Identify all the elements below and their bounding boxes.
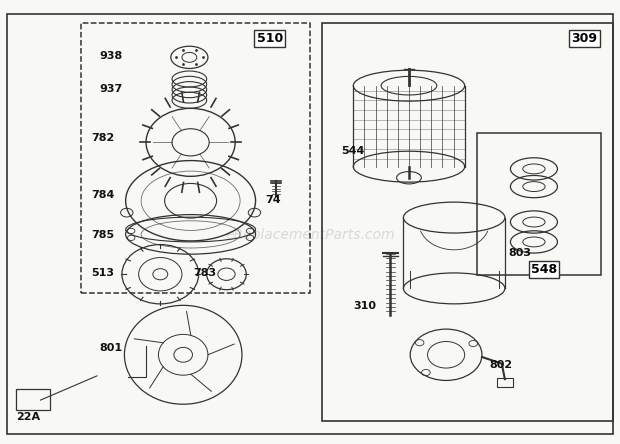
Bar [81, 23, 310, 293]
Text: 938: 938 [99, 51, 122, 61]
Text: 803: 803 [509, 248, 532, 258]
Text: 310: 310 [353, 301, 376, 311]
Text: eReplacementParts.com: eReplacementParts.com [225, 228, 395, 242]
Text: 309: 309 [572, 32, 598, 45]
Text: 548: 548 [531, 263, 557, 276]
Text: 783: 783 [193, 268, 216, 278]
Text: 937: 937 [99, 84, 122, 94]
Text: 784: 784 [91, 190, 115, 200]
Bar [497, 378, 513, 387]
Bar [322, 23, 613, 421]
Text: 802: 802 [489, 360, 512, 369]
Text: 785: 785 [91, 230, 114, 240]
Text: 801: 801 [99, 343, 122, 353]
Text: 544: 544 [342, 146, 365, 156]
Bar [477, 134, 601, 275]
Text: 74: 74 [265, 195, 281, 205]
Text: 782: 782 [91, 133, 115, 143]
Text: 513: 513 [91, 268, 114, 278]
Text: 22A: 22A [17, 412, 40, 422]
Bar [16, 389, 50, 410]
Text: 510: 510 [257, 32, 283, 45]
